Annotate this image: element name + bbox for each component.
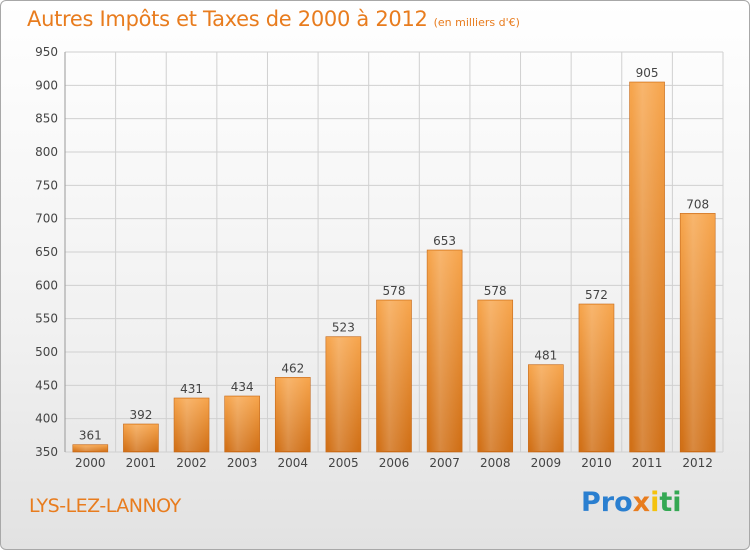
bar-highlight — [277, 378, 309, 451]
bar-highlight — [479, 301, 511, 451]
data-label-2004: 462 — [281, 361, 304, 375]
data-label-2008: 578 — [484, 284, 507, 298]
x-tick-label: 2003 — [227, 456, 258, 470]
y-tick-label: 900 — [35, 78, 58, 92]
bar-highlight — [580, 305, 612, 451]
x-tick-label: 2009 — [531, 456, 562, 470]
bar-highlight — [176, 399, 208, 451]
y-tick-label: 950 — [35, 45, 58, 59]
data-label-2000: 361 — [79, 429, 102, 443]
bar-highlight — [125, 425, 157, 451]
y-tick-label: 500 — [35, 345, 58, 359]
data-label-2001: 392 — [129, 408, 152, 422]
x-tick-label: 2011 — [632, 456, 663, 470]
data-label-2003: 434 — [231, 380, 254, 394]
y-tick-label: 700 — [35, 212, 58, 226]
y-tick-label: 400 — [35, 412, 58, 426]
proxiti-logo: Proxiti — [581, 487, 682, 518]
chart-unit: (en milliers d'€) — [433, 16, 520, 29]
y-tick-label: 600 — [35, 278, 58, 292]
y-tick-label: 750 — [35, 178, 58, 192]
y-tick-label: 350 — [35, 445, 58, 459]
bar-highlight — [74, 445, 106, 451]
data-label-2010: 572 — [585, 288, 608, 302]
y-tick-label: 650 — [35, 245, 58, 259]
bar-highlight — [530, 365, 562, 451]
chart-title-text: Autres Impôts et Taxes de 2000 à 2012 — [27, 7, 428, 31]
data-label-2012: 708 — [686, 197, 709, 211]
commune-name: LYS-LEZ-LANNOY — [29, 495, 181, 517]
x-tick-label: 2007 — [429, 456, 460, 470]
y-tick-label: 800 — [35, 145, 58, 159]
data-label-2002: 431 — [180, 382, 203, 396]
x-tick-label: 2006 — [379, 456, 410, 470]
x-tick-label: 2002 — [176, 456, 207, 470]
x-tick-label: 2012 — [682, 456, 713, 470]
bar-highlight — [226, 397, 258, 451]
y-tick-label: 850 — [35, 112, 58, 126]
data-label-2007: 653 — [433, 234, 456, 248]
data-label-2006: 578 — [383, 284, 406, 298]
bar-highlight — [327, 337, 359, 451]
y-tick-label: 550 — [35, 312, 58, 326]
x-tick-label: 2001 — [126, 456, 157, 470]
y-tick-label: 450 — [35, 378, 58, 392]
data-label-2011: 905 — [636, 66, 659, 80]
x-tick-label: 2000 — [75, 456, 106, 470]
data-label-2009: 481 — [534, 349, 557, 363]
bar-highlight — [682, 214, 714, 451]
bar-highlight — [631, 83, 663, 451]
x-tick-label: 2008 — [480, 456, 511, 470]
x-tick-label: 2010 — [581, 456, 612, 470]
data-label-2005: 523 — [332, 321, 355, 335]
bar-highlight — [378, 301, 410, 451]
x-tick-label: 2005 — [328, 456, 359, 470]
chart-title: Autres Impôts et Taxes de 2000 à 2012 (en… — [27, 7, 520, 31]
x-tick-label: 2004 — [277, 456, 308, 470]
bar-highlight — [429, 251, 461, 451]
